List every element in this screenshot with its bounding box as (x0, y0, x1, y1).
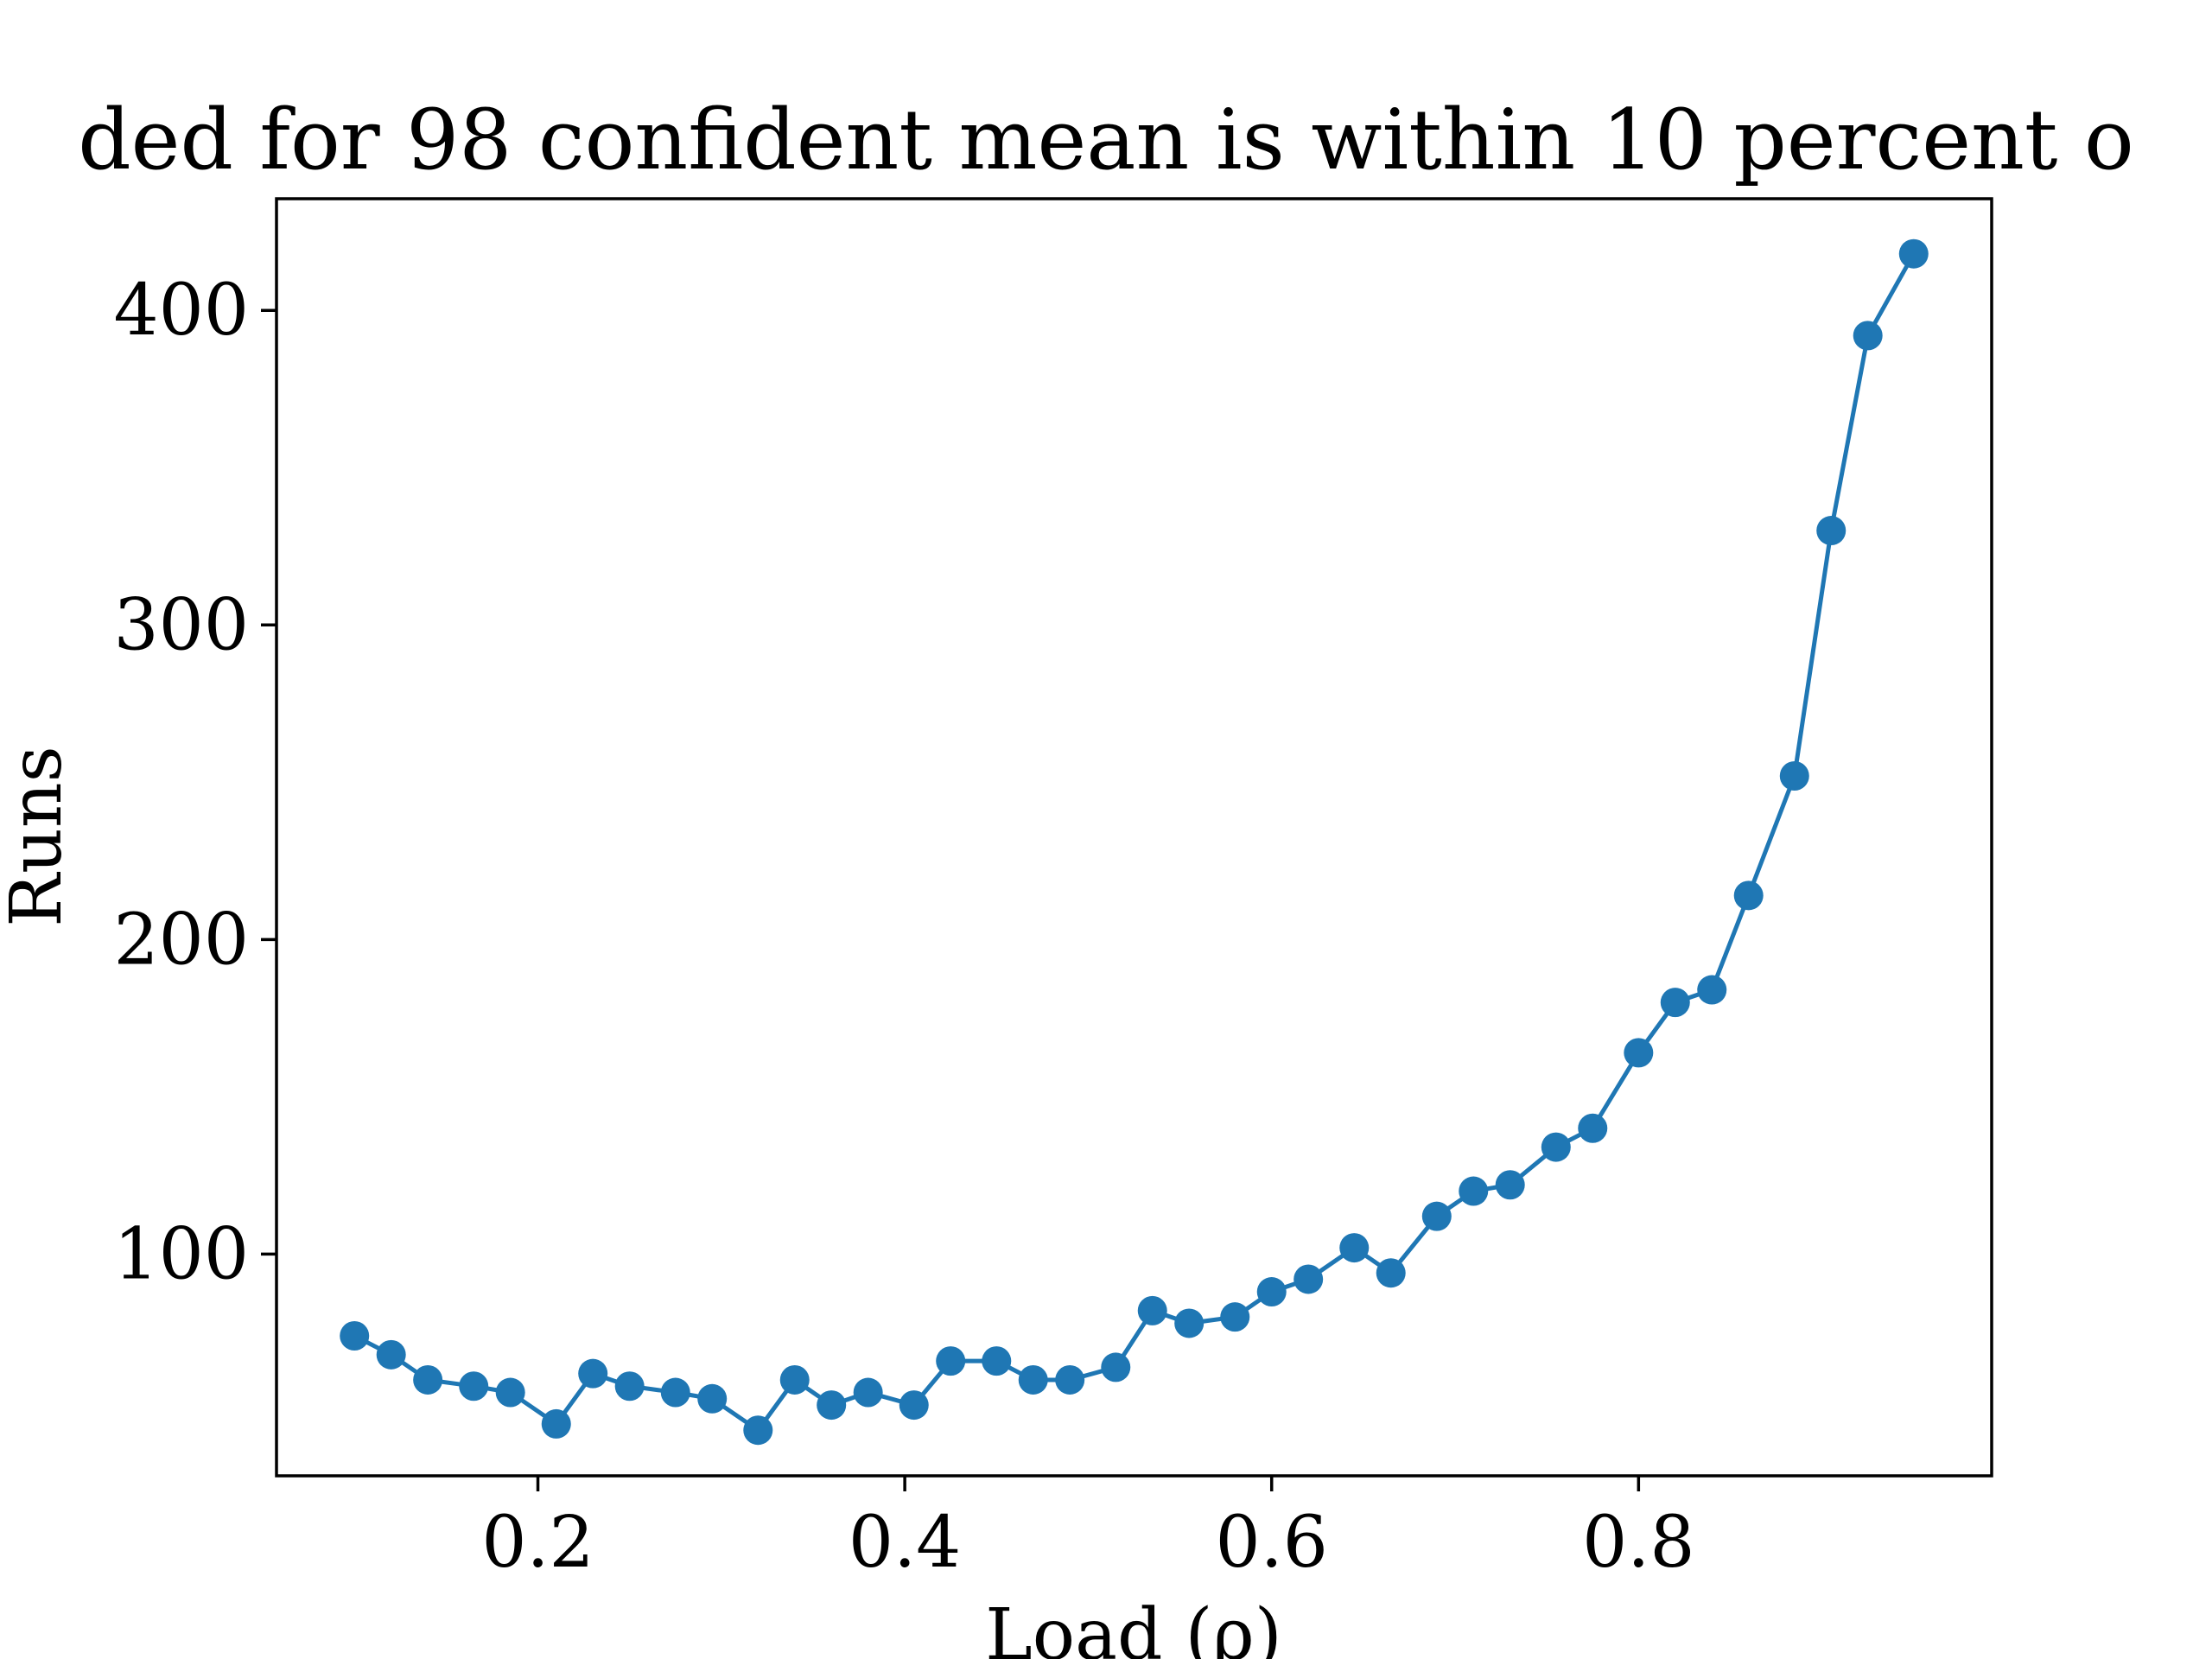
data-point (817, 1390, 847, 1421)
data-point (1220, 1302, 1250, 1332)
data-point (899, 1390, 929, 1421)
data-point (1495, 1170, 1525, 1200)
x-tick-label: 0.4 (849, 1502, 961, 1584)
data-point (1294, 1264, 1324, 1294)
data-point (1018, 1364, 1048, 1395)
data-point (982, 1346, 1012, 1376)
data-point (1174, 1308, 1205, 1338)
data-point (1853, 321, 1883, 351)
axes-frame (275, 197, 1993, 1478)
data-point (660, 1377, 690, 1408)
x-axis-label: Load (ρ) (985, 1594, 1281, 1659)
y-axis-label: Runs (0, 746, 78, 926)
data-point (1624, 1038, 1654, 1068)
x-tick-label: 0.2 (481, 1502, 594, 1584)
data-point (1660, 988, 1690, 1018)
y-tick-label: 400 (113, 270, 249, 352)
data-point (1578, 1113, 1608, 1143)
x-tick-label: 0.6 (1216, 1502, 1328, 1584)
y-tick-label: 100 (113, 1213, 249, 1295)
y-tick-label: 200 (113, 899, 249, 981)
chart-title: ded for 98 confident mean is within 10 p… (78, 92, 2134, 188)
data-point (1816, 516, 1847, 546)
data-point (1779, 761, 1809, 791)
data-point (1101, 1352, 1131, 1382)
data-point (697, 1383, 728, 1414)
data-point (1697, 975, 1727, 1005)
data-point (578, 1358, 608, 1389)
data-point (1541, 1132, 1571, 1162)
data-point (1339, 1233, 1370, 1263)
x-tick-label: 0.8 (1582, 1502, 1694, 1584)
y-tick-label: 300 (113, 584, 249, 666)
data-point (376, 1339, 406, 1370)
data-point (340, 1321, 370, 1351)
data-point (1055, 1364, 1085, 1395)
data-series (340, 238, 1929, 1446)
data-point (1137, 1295, 1167, 1325)
x-axis: 0.2 0.4 0.6 0.8 (481, 1476, 1695, 1584)
data-point (1376, 1258, 1406, 1288)
data-point (614, 1371, 645, 1402)
data-point (459, 1371, 489, 1402)
data-point (1733, 880, 1764, 911)
data-point (853, 1377, 883, 1408)
y-axis: 100 200 300 400 (113, 270, 276, 1295)
data-point (936, 1346, 966, 1376)
data-point (1459, 1176, 1489, 1206)
data-point (413, 1364, 443, 1395)
data-point (779, 1364, 810, 1395)
data-point (541, 1408, 571, 1439)
data-point (1421, 1201, 1452, 1231)
data-point (495, 1377, 525, 1408)
data-point (1256, 1277, 1287, 1307)
plot-area (275, 197, 1993, 1478)
series-line (353, 252, 1916, 1433)
data-point (743, 1415, 773, 1446)
data-point (1898, 238, 1929, 269)
